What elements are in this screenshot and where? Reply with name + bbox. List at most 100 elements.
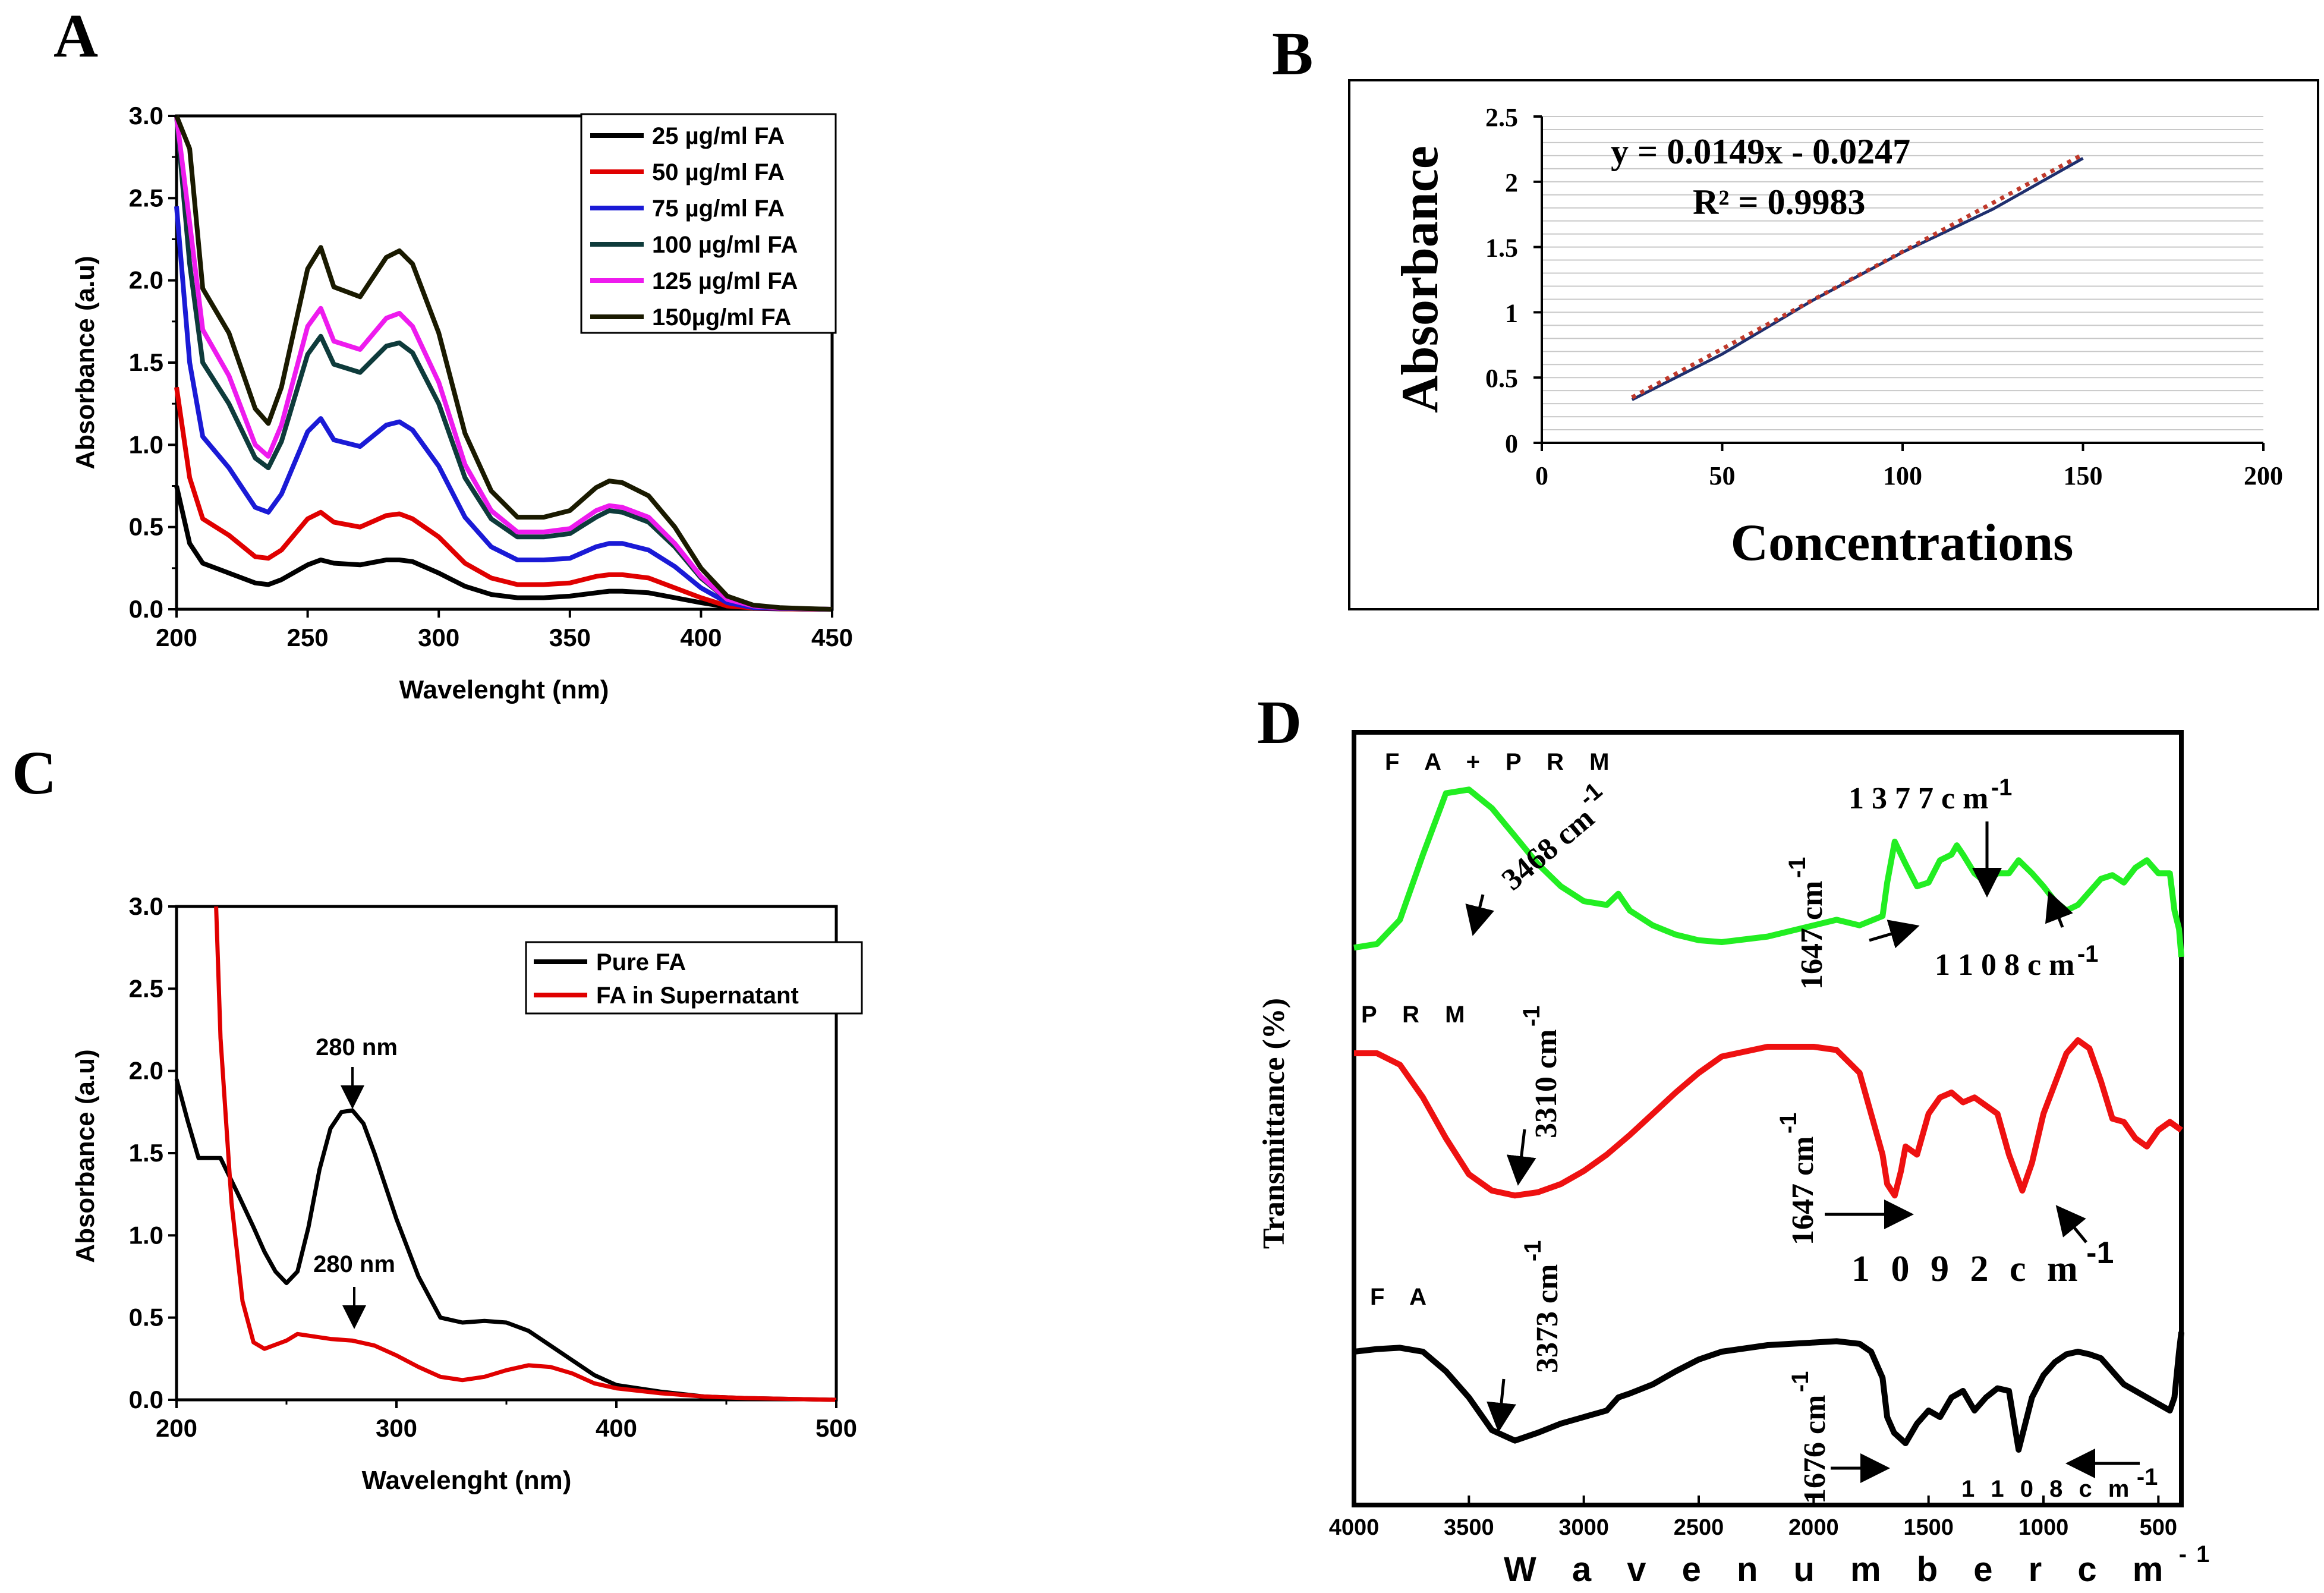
panel-c-legend-label: Pure FA — [596, 949, 686, 975]
panel-d-ann-1377: 1 3 7 7 c m -1 — [1849, 775, 2012, 816]
panel-d-ann-3310: 3310 cm -1 — [1519, 1006, 1563, 1138]
panel-a-legend-label: 75 µg/ml FA — [652, 196, 785, 222]
panel-d-series-prm — [1354, 1037, 2183, 1199]
panel-c-y-tick-label: 1.0 — [129, 1221, 163, 1249]
panel-c: 0.0 0.5 1.0 1.5 2.0 2.5 3.0 200 300 400 500 Wavel… — [71, 892, 863, 1495]
panel-a-y-tick-label: 0.5 — [129, 513, 163, 541]
panel-d-x-tick-label: 1500 — [1903, 1515, 1954, 1540]
panel-a-x-tick-label: 350 — [549, 624, 591, 651]
panel-a-x-tick-label: 300 — [418, 624, 459, 651]
panel-a-legend-label: 125 µg/ml FA — [652, 268, 798, 294]
panel-c-legend-label: FA in Supernatant — [596, 983, 799, 1009]
panel-d-x-tick-label: 4000 — [1329, 1515, 1380, 1540]
panel-b-fit-equation: y = 0.0149x - 0.0247 — [1611, 132, 1910, 171]
panel-a-legend-label: 25 µg/ml FA — [652, 123, 785, 149]
panel-d-ann-1676-sup: -1 — [1787, 1371, 1813, 1393]
panel-d-ann-3373-text: 3373 cm — [1531, 1264, 1564, 1373]
panel-d-y-axis-label: Transmittance (%) — [1257, 998, 1291, 1249]
panel-b-axis-ticks — [1533, 115, 2265, 451]
panel-d-ann-3373-sup: -1 — [1520, 1241, 1546, 1262]
panel-d-ann-1647-mid-sup: -1 — [1775, 1113, 1802, 1134]
panel-c-peak-label-pure: 280 nm — [316, 1034, 398, 1060]
panel-d-ann-1108-top: 1 1 0 8 c m -1 — [1935, 941, 2098, 982]
panel-c-x-tick-label: 300 — [376, 1414, 417, 1442]
panel-d-series-group — [1353, 786, 2184, 1453]
panel-d: 4000 3500 3000 2500 2000 1500 1000 500 W a v e … — [1257, 730, 2219, 1589]
panel-c-y-tick-label: 2.0 — [129, 1057, 163, 1085]
panel-b-y-tick-label: 1.5 — [1485, 234, 1518, 263]
panel-d-ann-1647-top-sup: -1 — [1784, 857, 1810, 879]
panel-d-x-tick-label: 3000 — [1558, 1515, 1609, 1540]
panel-b-x-tick-label: 100 — [1883, 461, 1922, 490]
panel-d-ann-1647-top: 1647 cm -1 — [1784, 857, 1829, 990]
panel-b-y-tick-label: 2.5 — [1485, 103, 1518, 132]
panel-a-y-tick-label: 1.0 — [129, 430, 163, 458]
panel-d-ann-1647-mid-text: 1647 cm — [1786, 1136, 1820, 1245]
panel-b-y-tick-label: 0.5 — [1485, 364, 1518, 393]
panel-c-peak-label-supernatant: 280 nm — [313, 1251, 395, 1277]
panel-d-ann-1647-mid: 1647 cm -1 — [1775, 1113, 1820, 1245]
panel-b-y-tick-label: 1 — [1505, 298, 1518, 328]
panel-d-ann-1108-top-sup: -1 — [2077, 941, 2099, 967]
panel-d-arrow-1647-top — [1869, 920, 1920, 949]
panel-d-x-tick-label: 2500 — [1674, 1515, 1724, 1540]
panel-d-x-tick-labels: 4000 3500 3000 2500 2000 1500 1000 500 — [1329, 1515, 2177, 1540]
panel-d-x-tick-label: 3500 — [1444, 1515, 1494, 1540]
panel-letter-b: B — [1272, 20, 1313, 88]
panel-a-x-tick-label: 400 — [680, 624, 722, 651]
panel-a-legend-label: 150µg/ml FA — [652, 304, 791, 330]
panel-c-y-tick-label: 2.5 — [129, 974, 163, 1002]
panel-c-x-tick-labels: 200 300 400 500 — [156, 1414, 857, 1442]
panel-a-axis-ticks — [168, 115, 833, 618]
panel-d-label-fa-prm: F A + P R M — [1385, 749, 1618, 775]
panel-d-x-axis-label: W a v e n u m b e r c m -1 — [1504, 1541, 2219, 1589]
panel-d-arrow-3468 — [1465, 894, 1494, 936]
panel-a-y-tick-label: 0.0 — [129, 595, 163, 623]
panel-a-series-25-g-ml-fa — [174, 485, 833, 612]
panel-d-axis-ticks — [1353, 1496, 2160, 1505]
panel-d-ann-1647-top-text: 1647 cm — [1795, 881, 1829, 990]
panel-a-legend-box — [580, 113, 837, 334]
panel-b-series-group — [1631, 152, 2084, 401]
panel-c-y-tick-label: 3.0 — [129, 892, 163, 920]
panel-d-arrow-1092 — [2055, 1205, 2087, 1243]
panel-d-x-tick-label: 2000 — [1788, 1515, 1839, 1540]
panel-letter-a: A — [53, 2, 98, 70]
panel-a-y-tick-label: 2.5 — [129, 184, 163, 212]
panel-a-y-tick-label: 3.0 — [129, 102, 163, 130]
panel-a-x-tick-label: 450 — [811, 624, 853, 651]
panel-b: 0 0.5 1 1.5 2 2.5 0 50 100 150 200 y = 0.0149x - … — [1348, 79, 2319, 610]
panel-b-x-tick-label: 150 — [2064, 461, 2103, 490]
panel-d-x-axis-label-sup: -1 — [2179, 1541, 2219, 1567]
panel-d-x-tick-label: 1000 — [2018, 1515, 2069, 1540]
panel-b-x-tick-label: 0 — [1535, 461, 1548, 490]
panel-a-y-tick-label: 2.0 — [129, 266, 163, 294]
panel-d-series-fa — [1353, 1331, 2184, 1453]
panel-b-series-data — [1631, 157, 2084, 401]
panel-d-x-axis-label-text: W a v e n u m b e r c m — [1504, 1550, 2176, 1589]
panel-d-label-fa: F A — [1370, 1284, 1436, 1310]
panel-d-ann-3310-text: 3310 cm — [1529, 1030, 1563, 1138]
panel-d-ann-1377-text: 1 3 7 7 c m — [1849, 782, 1988, 816]
panel-a-series-125-g-ml-fa — [174, 115, 833, 612]
panel-b-x-tick-label: 200 — [2244, 461, 2283, 490]
panel-a-y-tick-labels: 0.0 0.5 1.0 1.5 2.0 2.5 3.0 — [129, 102, 163, 623]
panel-b-x-tick-label: 50 — [1709, 461, 1736, 490]
panel-a-legend-label: 100 µg/ml FA — [652, 232, 798, 258]
panel-c-y-axis-label: Absorbance (a.u) — [71, 1049, 100, 1263]
panel-letter-c: C — [12, 739, 56, 807]
panel-c-y-tick-label: 0.0 — [129, 1386, 163, 1413]
panel-c-legend-box — [525, 941, 863, 1015]
panel-b-r-squared: R² = 0.9983 — [1693, 182, 1866, 222]
panel-a-legend-label: 50 µg/ml FA — [652, 159, 785, 185]
panel-letter-d: D — [1257, 688, 1302, 757]
panel-c-y-tick-label: 1.5 — [129, 1139, 163, 1167]
panel-a-series-75-g-ml-fa — [174, 206, 833, 612]
panel-d-ann-3310-sup: -1 — [1519, 1006, 1545, 1027]
panel-d-ann-1108-bottom: 1 1 0 8 c m -1 — [1961, 1464, 2158, 1502]
panel-a-x-tick-label: 250 — [287, 624, 329, 651]
panel-d-ann-1676-text: 1676 cm — [1798, 1395, 1832, 1504]
panel-a-x-axis-label: Wavelenght (nm) — [399, 675, 609, 704]
panel-d-ann-3373: 3373 cm -1 — [1520, 1241, 1564, 1373]
